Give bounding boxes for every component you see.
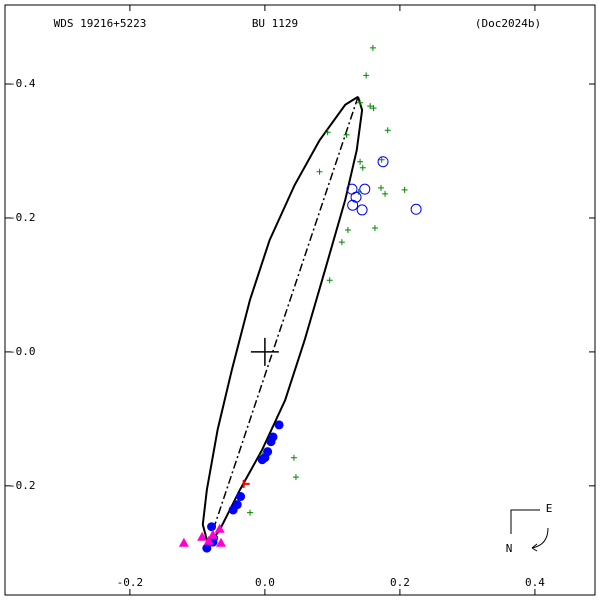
measure-plus [316,168,323,175]
x-tick-label: 0.0 [255,576,275,589]
measure-plus [326,277,333,284]
x-tick-label: 0.4 [525,576,545,589]
measure-dot [207,522,217,532]
measure-dot [274,420,284,430]
measure-plus [357,158,364,165]
compass-arrowhead [531,543,538,552]
measure-red [242,479,250,488]
title-right: (Doc2024b) [475,17,541,30]
measure-plus [292,474,299,481]
line-of-nodes [207,96,359,546]
measure-triangle [207,529,218,539]
measure-plus [343,131,350,138]
y-tick-label: -0.4 [9,77,36,90]
x-tick-label: 0.2 [390,576,410,589]
measure-plus [369,44,376,51]
measure-plus [338,239,345,246]
measure-plus [357,99,364,106]
measure-plus [401,186,408,193]
measure-plus [290,454,297,461]
y-tick-label: -0.2 [9,211,36,224]
measure-plus [370,105,377,112]
measure-plus [371,225,378,232]
measure-dot [228,505,238,515]
measure-triangle [216,537,227,547]
compass-arrow [531,527,549,549]
measure-dot [266,437,276,447]
primary-star [250,337,279,366]
y-tick-label: -0.0 [9,345,36,358]
measure-circle [359,183,371,195]
measure-plus [363,72,370,79]
measure-circle [356,204,368,216]
y-tick-label: -0.2 [9,479,36,492]
compass-e: E [546,502,553,515]
title-center: BU 1129 [252,17,298,30]
measure-triangle [203,535,214,545]
measure-plus [359,164,366,171]
measure-plus [247,509,254,516]
measure-plus [382,190,389,197]
measure-dot [202,543,212,553]
x-tick-label: -0.2 [117,576,144,589]
measure-plus [378,184,385,191]
measure-plus [344,227,351,234]
measure-triangle [197,531,208,541]
measure-plus [384,127,391,134]
measure-triangle [214,523,225,533]
measure-plus [324,129,331,136]
frame [4,4,596,596]
title-left: WDS 19216+5223 [54,17,147,30]
measure-dot [257,455,267,465]
measure-dot [236,492,246,502]
measure-circle [377,156,389,168]
measure-circle [350,191,362,203]
measure-plus [378,156,385,163]
compass-n: N [506,542,513,555]
compass-lines [510,509,540,534]
measure-plus [367,103,374,110]
measure-triangle [178,537,189,547]
measure-circle [410,203,422,215]
compass: E N [506,502,553,555]
